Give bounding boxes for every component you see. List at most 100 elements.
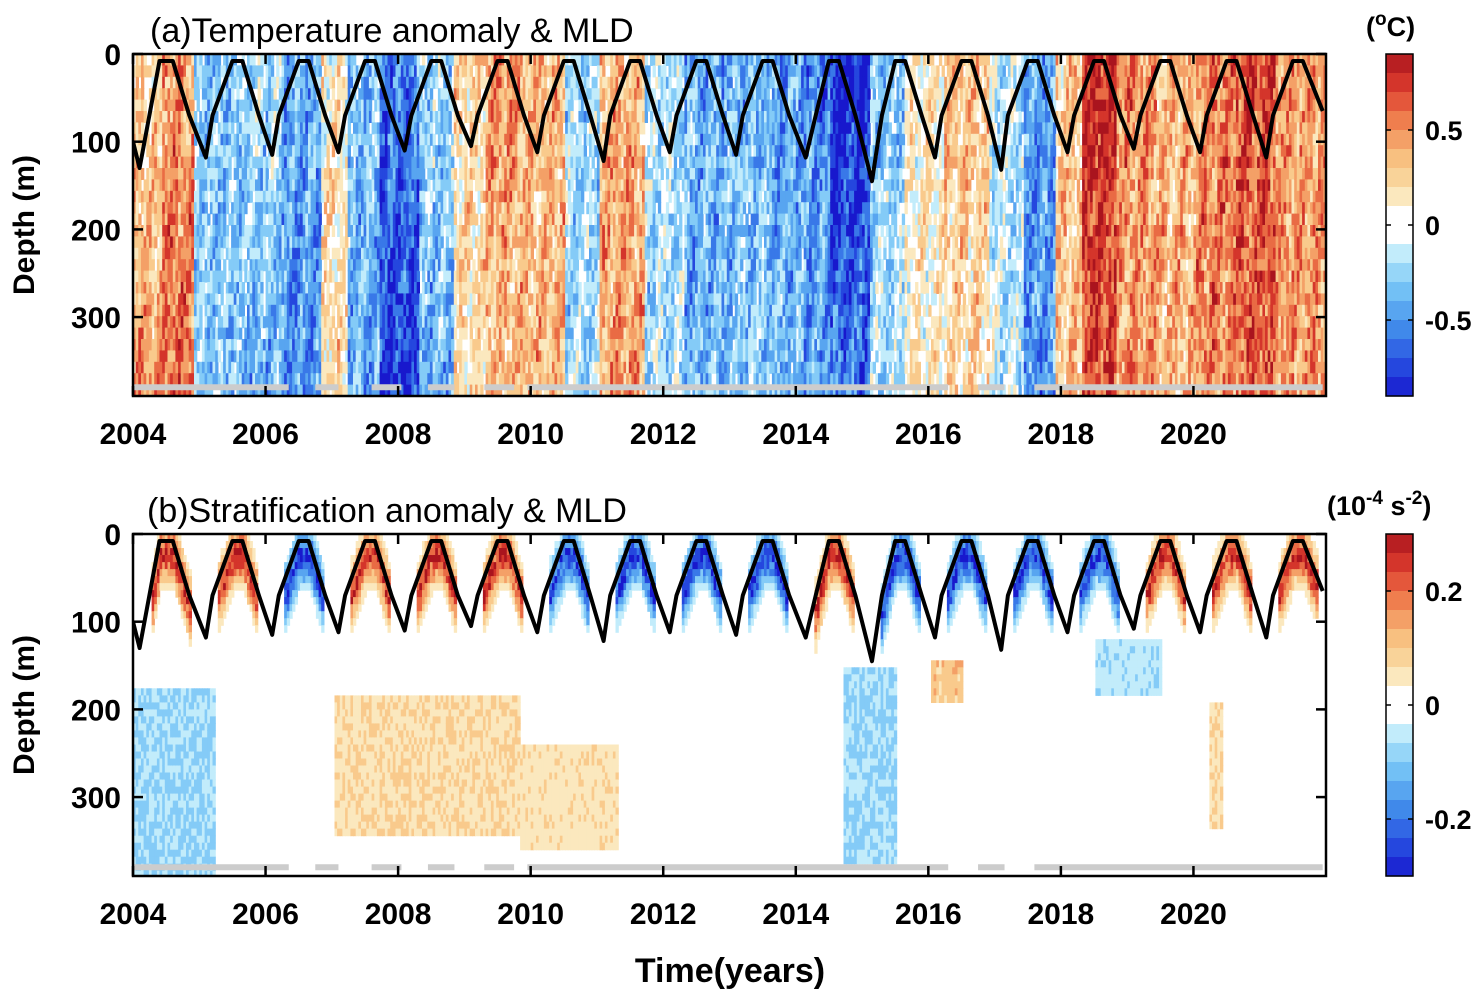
heat-cell bbox=[308, 304, 312, 317]
heat-cell bbox=[170, 316, 174, 329]
heat-cell bbox=[159, 111, 163, 123]
heat-cell bbox=[575, 247, 579, 260]
heat-cell bbox=[543, 179, 548, 192]
heat-cell bbox=[170, 122, 174, 135]
heat-cell bbox=[188, 236, 192, 249]
heat-cell bbox=[387, 270, 391, 283]
heat-cell bbox=[220, 361, 224, 374]
heat-cell bbox=[146, 225, 150, 237]
heat-cell bbox=[451, 327, 455, 340]
heat-cell bbox=[488, 247, 492, 260]
heat-cell bbox=[557, 111, 561, 123]
heat-cell bbox=[525, 339, 529, 351]
heat-cell bbox=[591, 225, 595, 237]
heat-cell bbox=[172, 339, 177, 351]
heat-cell bbox=[361, 327, 365, 340]
heat-cell bbox=[602, 373, 606, 386]
heat-cell bbox=[262, 156, 267, 169]
heat-cell bbox=[231, 111, 235, 123]
heat-cell bbox=[215, 373, 219, 386]
heat-cell bbox=[329, 213, 333, 226]
heat-cell bbox=[509, 293, 513, 306]
heat-cell bbox=[273, 282, 277, 294]
heat-cell bbox=[424, 156, 428, 169]
heat-cell bbox=[557, 247, 561, 260]
heat-cell bbox=[154, 179, 158, 192]
heat-cell bbox=[334, 133, 338, 146]
heat-cell bbox=[419, 122, 423, 135]
heat-cell bbox=[432, 339, 436, 351]
heat-cell bbox=[156, 168, 161, 180]
heat-cell bbox=[318, 111, 322, 123]
heat-cell bbox=[406, 65, 410, 78]
heat-cell bbox=[528, 145, 532, 158]
heat-cell bbox=[233, 145, 237, 158]
heat-cell bbox=[236, 133, 240, 146]
heat-cell bbox=[437, 190, 442, 203]
heat-cell bbox=[268, 236, 272, 249]
heat-cell bbox=[422, 247, 426, 260]
heat-cell bbox=[331, 247, 336, 260]
heat-cell bbox=[281, 293, 285, 306]
heat-cell bbox=[204, 168, 208, 180]
heat-cell bbox=[504, 327, 508, 340]
heat-cell bbox=[143, 111, 147, 123]
heat-cell bbox=[459, 168, 463, 180]
heat-cell bbox=[345, 327, 349, 340]
heat-cell bbox=[477, 373, 481, 386]
heat-cell bbox=[133, 350, 137, 363]
heat-cell bbox=[395, 111, 399, 123]
heat-cell bbox=[464, 270, 468, 283]
heat-cell bbox=[551, 247, 556, 260]
heat-cell bbox=[374, 213, 378, 226]
heat-cell bbox=[223, 225, 227, 237]
heat-cell bbox=[562, 99, 566, 112]
heat-cell bbox=[326, 99, 330, 112]
heat-cell bbox=[512, 190, 516, 203]
heat-cell bbox=[395, 76, 399, 89]
heat-cell bbox=[419, 327, 423, 340]
heat-cell bbox=[313, 88, 317, 101]
heat-cell bbox=[493, 361, 497, 374]
heat-cell bbox=[445, 111, 450, 123]
heat-cell bbox=[151, 247, 155, 260]
heat-cell bbox=[398, 293, 402, 306]
heat-cell bbox=[453, 304, 458, 317]
heat-cell bbox=[419, 304, 423, 317]
heat-cell bbox=[395, 190, 399, 203]
heat-cell bbox=[525, 259, 529, 272]
heat-cell bbox=[315, 76, 320, 89]
heat-cell bbox=[376, 327, 381, 340]
heat-cell bbox=[302, 247, 306, 260]
heat-cell bbox=[498, 168, 503, 180]
heat-cell bbox=[591, 145, 595, 158]
heat-cell bbox=[135, 225, 139, 237]
heat-cell bbox=[607, 247, 611, 260]
heat-cell bbox=[167, 350, 171, 363]
heat-cell bbox=[148, 236, 153, 249]
heat-cell bbox=[477, 65, 481, 78]
heat-cell bbox=[440, 293, 444, 306]
heat-cell bbox=[496, 247, 500, 260]
heat-cell bbox=[239, 384, 243, 396]
heat-cell bbox=[395, 179, 399, 192]
heat-cell bbox=[363, 156, 367, 169]
heat-cell bbox=[596, 168, 601, 180]
heat-cell bbox=[612, 145, 617, 158]
heat-cell bbox=[602, 225, 606, 237]
heat-cell bbox=[225, 384, 230, 396]
heat-cell bbox=[178, 282, 182, 294]
heat-cell bbox=[382, 145, 386, 158]
heat-cell bbox=[530, 122, 534, 135]
heat-cell bbox=[308, 76, 312, 89]
heat-cell bbox=[488, 270, 492, 283]
heat-cell bbox=[475, 65, 479, 78]
heat-cell bbox=[461, 361, 465, 374]
heat-cell bbox=[337, 156, 341, 169]
heat-cell bbox=[368, 247, 373, 260]
heat-cell bbox=[300, 270, 304, 283]
heat-cell bbox=[453, 350, 458, 363]
heat-cell bbox=[268, 270, 272, 283]
heat-cell bbox=[549, 247, 553, 260]
heat-cell bbox=[215, 54, 219, 66]
